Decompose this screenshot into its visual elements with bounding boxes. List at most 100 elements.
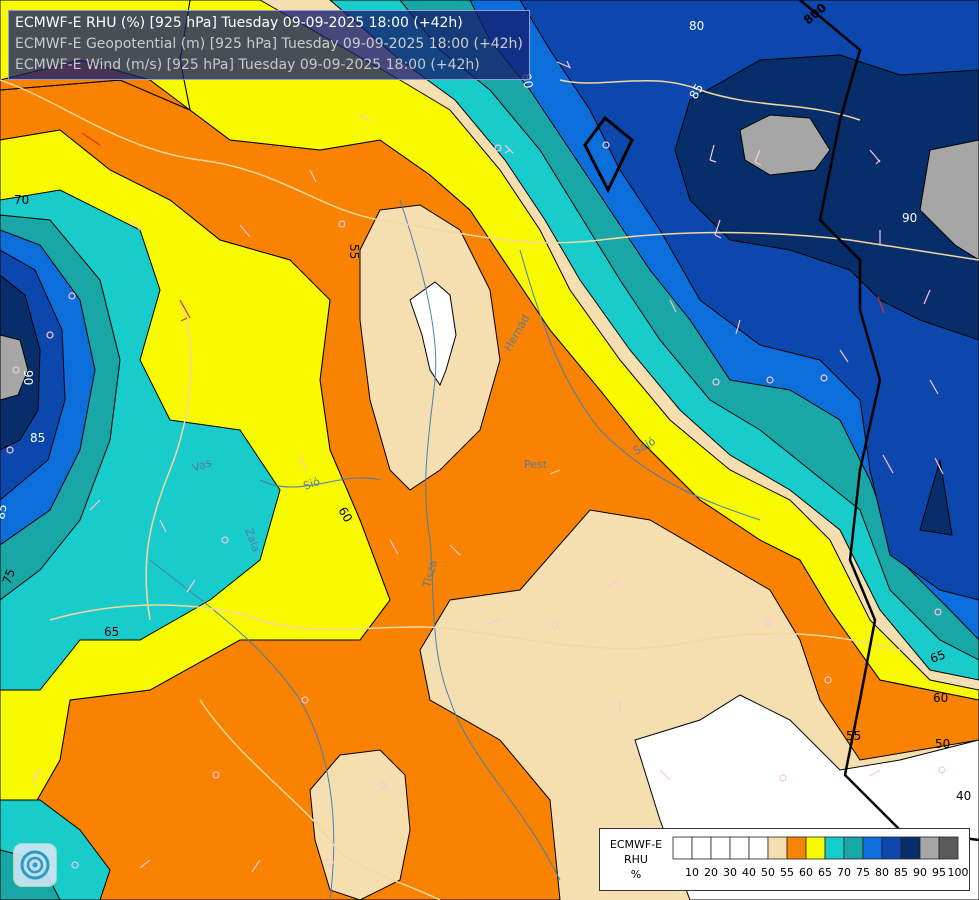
- wind-barb: [934, 457, 944, 475]
- contour-label: 65: [104, 625, 119, 639]
- legend-tick-label: 90: [913, 866, 927, 879]
- wind-barb: [504, 144, 514, 154]
- wind-barb: [869, 769, 881, 777]
- calm-wind-circle: [820, 374, 828, 382]
- legend-title: ECMWF-E RHU %: [602, 837, 670, 882]
- legend-model: ECMWF-E: [609, 838, 663, 851]
- wind-barb: [549, 469, 561, 475]
- legend-swatch: [938, 836, 959, 860]
- legend-tick-label: 50: [761, 866, 775, 879]
- rhu-band-90-pocket: [919, 459, 953, 536]
- calm-wind-circle: [12, 366, 20, 374]
- wind-barb: [129, 219, 141, 231]
- wind-barb: [239, 224, 251, 238]
- wind-barb: [556, 60, 572, 69]
- calm-wind-circle: [602, 141, 610, 149]
- wind-barb: [754, 149, 762, 166]
- calm-wind-circle: [326, 858, 334, 866]
- legend-tick-label: 40: [742, 866, 756, 879]
- legend-tick-label: 70: [837, 866, 851, 879]
- legend-swatch: [691, 836, 712, 860]
- contour-label: 70: [14, 193, 29, 207]
- legend-tick-label: 95: [932, 866, 946, 879]
- calm-wind-circle: [494, 144, 502, 152]
- calm-wind-circle: [712, 378, 720, 386]
- calm-wind-circle: [766, 376, 774, 384]
- calm-wind-circle: [379, 781, 387, 789]
- river-line: [149, 559, 335, 900]
- legend-tick-label: 10: [685, 866, 699, 879]
- legend-swatch: [900, 836, 921, 860]
- calm-wind-circle: [46, 331, 54, 339]
- wind-barb: [389, 539, 399, 555]
- wind-barb: [923, 289, 931, 305]
- legend-swatch: [710, 836, 731, 860]
- legend-unit: %: [630, 868, 642, 881]
- ecmwf-swirl-icon: [13, 843, 57, 887]
- wind-barb: [869, 149, 881, 165]
- legend-swatch: [729, 836, 750, 860]
- legend-tick-label: 75: [856, 866, 870, 879]
- wind-barb: [186, 579, 196, 593]
- wind-barb: [714, 219, 722, 239]
- wind-barb: [31, 769, 41, 783]
- layer-title-rhu: ECMWF-E RHU (%) [925 hPa] Tuesday 09-09-…: [15, 15, 463, 31]
- river-line: [399, 199, 561, 881]
- calm-wind-circle: [6, 446, 14, 454]
- legend-scale: 10 20 30 40 50 55 60 65 70 75 80 85 90 95 100: [672, 836, 969, 879]
- calm-wind-circle: [551, 621, 559, 629]
- wind-barb: [709, 144, 717, 163]
- contour-label: 65: [928, 647, 947, 665]
- legend-tick-label: 30: [723, 866, 737, 879]
- wind-barb: [159, 519, 167, 533]
- river-label: Sió: [302, 475, 322, 493]
- legend-swatch: [748, 836, 769, 860]
- wind-barb-strong: [877, 296, 885, 314]
- wind-barb: [251, 859, 261, 873]
- legend-swatch: [672, 836, 693, 860]
- wind-barb-strong: [179, 299, 191, 322]
- rhu-band-65-east: [179, 0, 979, 701]
- rhu-band-95-east-b: [919, 139, 979, 261]
- legend-swatch: [919, 836, 940, 860]
- legend-swatch: [786, 836, 807, 860]
- wind-barb: [929, 379, 939, 395]
- calm-wind-circle: [221, 536, 229, 544]
- border-line: [49, 604, 901, 651]
- legend-tick-label: 85: [894, 866, 908, 879]
- contour-label: 90: [21, 370, 35, 385]
- contour-label: 50: [935, 737, 950, 751]
- wind-barb: [139, 859, 151, 869]
- wind-barb: [735, 319, 741, 335]
- border-line: [145, 299, 192, 621]
- wind-barb: [669, 299, 677, 313]
- geopotential-isoline: [799, 0, 979, 842]
- legend-swatch: [881, 836, 902, 860]
- wind-barb: [487, 619, 501, 625]
- calm-wind-circle: [71, 861, 79, 869]
- contour-label: 55: [347, 244, 361, 259]
- calm-wind-circle: [68, 292, 76, 300]
- contour-label: 85: [686, 81, 706, 101]
- wind-barb: [659, 769, 671, 781]
- calm-wind-circle: [212, 771, 220, 779]
- wind-barb: [299, 454, 307, 470]
- river-line: [519, 249, 761, 521]
- legend-swatch: [805, 836, 826, 860]
- wind-barb: [309, 169, 317, 183]
- river-label: Pest: [524, 458, 548, 471]
- contour-label: 85: [0, 503, 10, 520]
- contour-label: 90: [902, 211, 917, 225]
- wind-barb: [607, 579, 621, 587]
- contour-label: 80: [689, 19, 704, 33]
- river-line: [259, 477, 381, 488]
- calm-wind-circle: [779, 774, 787, 782]
- border-line: [559, 79, 861, 121]
- legend-swatch: [843, 836, 864, 860]
- legend-tick-label: 80: [875, 866, 889, 879]
- contour-label: 60: [335, 505, 355, 525]
- calm-wind-circle: [934, 608, 942, 616]
